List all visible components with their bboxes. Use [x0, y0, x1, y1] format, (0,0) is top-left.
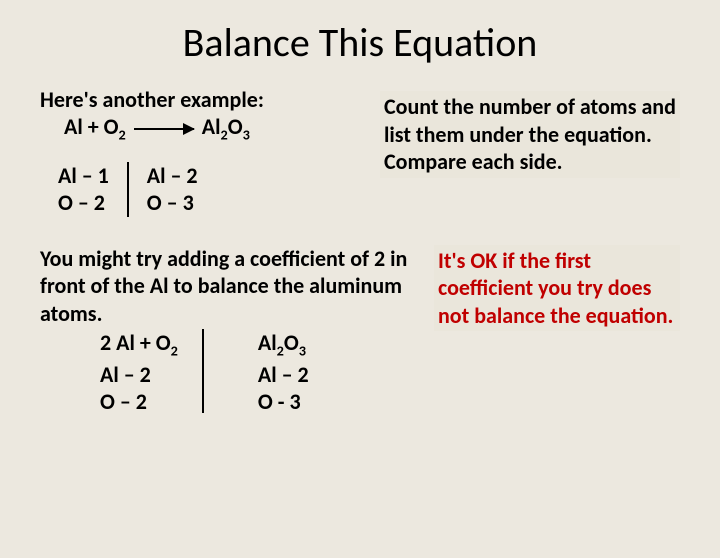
arrow-icon	[134, 128, 194, 130]
count1-right-al: Al – 2	[147, 162, 198, 190]
eq1-rhs: Al2O3	[202, 113, 250, 143]
example-1-left: Here's another example: Al + O2 Al2O3 Al…	[40, 87, 380, 217]
equation-1: Al + O2 Al2O3	[40, 113, 380, 143]
count1-right: Al – 2 O – 3	[129, 162, 216, 217]
count1-right-o: O – 3	[147, 189, 198, 217]
count1-left: Al – 1 O – 2	[40, 162, 127, 217]
note-2-container: It's OK if the first coefficient you try…	[434, 245, 680, 332]
slide-content: Here's another example: Al + O2 Al2O3 Al…	[0, 87, 720, 416]
note-1-container: Count the number of atoms and list them …	[380, 87, 680, 178]
section-example-2: You might try adding a coefficient of 2 …	[40, 245, 680, 416]
divider-2	[202, 329, 204, 413]
example-2-left: You might try adding a coefficient of 2 …	[40, 245, 414, 416]
para-2: You might try adding a coefficient of 2 …	[40, 245, 414, 328]
slide-title: Balance This Equation	[0, 18, 720, 67]
intro-text: Here's another example:	[40, 87, 380, 113]
eq2-rhs: Al2O3	[258, 329, 309, 360]
count2-right-al: Al – 2	[258, 361, 309, 389]
count1-left-o: O – 2	[58, 189, 109, 217]
note-1: Count the number of atoms and list them …	[380, 91, 680, 178]
note-2: It's OK if the first coefficient you try…	[434, 245, 680, 332]
section-example-1: Here's another example: Al + O2 Al2O3 Al…	[40, 87, 680, 217]
eq1-lhs: Al + O2	[64, 113, 126, 143]
count2-left-o: O – 2	[100, 388, 178, 416]
eq2-right-col: Al2O3 Al – 2 O - 3	[234, 329, 309, 415]
count2-right-o: O - 3	[258, 388, 309, 416]
eq2-lhs: 2 Al + O2	[100, 329, 178, 360]
count1-left-al: Al – 1	[58, 162, 109, 190]
eq2-left-col: 2 Al + O2 Al – 2 O – 2	[100, 329, 202, 415]
equation-2-block: 2 Al + O2 Al – 2 O – 2 Al2O3 Al – 2 O - …	[40, 329, 414, 415]
atom-count-1: Al – 1 O – 2 Al – 2 O – 3	[40, 162, 380, 217]
count2-left-al: Al – 2	[100, 361, 178, 389]
